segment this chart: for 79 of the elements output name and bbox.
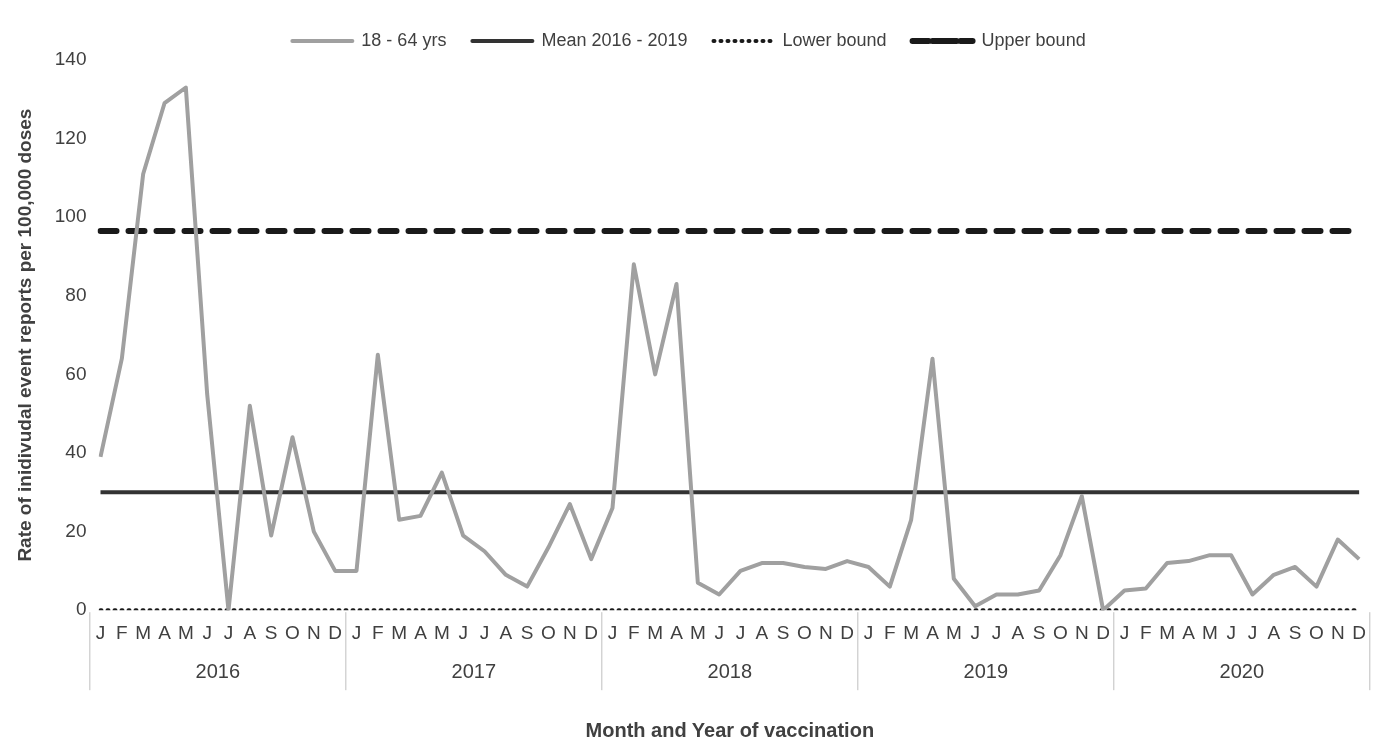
y-tick-label: 60 bbox=[65, 362, 87, 384]
y-tick-label: 20 bbox=[65, 519, 87, 541]
legend-label: 18 - 64 yrs bbox=[361, 29, 447, 50]
x-tick-label: N bbox=[306, 621, 321, 643]
x-tick-label: A bbox=[1011, 621, 1025, 643]
x-tick-label: S bbox=[1032, 621, 1046, 643]
x-tick-label: O bbox=[541, 621, 556, 643]
x-tick-label: J bbox=[991, 621, 1002, 643]
x-tick-label: A bbox=[243, 621, 257, 643]
y-tick-label: 80 bbox=[65, 284, 87, 306]
x-tick-label: S bbox=[1288, 621, 1302, 643]
x-tick-label: O bbox=[797, 621, 812, 643]
text: 2019 bbox=[963, 659, 1009, 682]
y-tick-label: 140 bbox=[54, 48, 87, 70]
x-tick-label: J bbox=[607, 621, 618, 643]
x-tick-label: J bbox=[1119, 621, 1130, 643]
x-tick-label: A bbox=[926, 621, 940, 643]
x-tick-label: N bbox=[562, 621, 577, 643]
x-tick-label: M bbox=[391, 621, 408, 643]
x-tick-label: M bbox=[689, 621, 706, 643]
x-tick-label: J bbox=[479, 621, 490, 643]
legend-label: Lower bound bbox=[782, 29, 887, 50]
x-tick-label: A bbox=[1267, 621, 1281, 643]
text: 2018 bbox=[707, 659, 753, 682]
x-tick-label: N bbox=[1074, 621, 1089, 643]
x-tick-label: J bbox=[223, 621, 234, 643]
x-tick-label: M bbox=[177, 621, 194, 643]
y-tick-label: 100 bbox=[54, 205, 87, 227]
x-tick-label: S bbox=[264, 621, 278, 643]
x-tick-label: O bbox=[285, 621, 300, 643]
x-tick-label: M bbox=[903, 621, 920, 643]
x-tick-label: F bbox=[1140, 621, 1152, 643]
x-tick-label: J bbox=[1226, 621, 1236, 643]
x-tick-label: J bbox=[458, 621, 468, 643]
x-tick-label: F bbox=[628, 621, 640, 643]
x-tick-label: J bbox=[735, 621, 746, 643]
x-tick-label: M bbox=[433, 621, 450, 643]
x-tick-label: D bbox=[584, 621, 599, 643]
x-tick-label: A bbox=[1182, 621, 1196, 643]
x-tick-label: O bbox=[1309, 621, 1324, 643]
x-tick-label: A bbox=[499, 621, 513, 643]
x-axis-title: Month and Year of vaccination bbox=[585, 718, 875, 741]
x-tick-label: J bbox=[863, 621, 874, 643]
x-tick-label: D bbox=[1096, 621, 1111, 643]
legend-label: Upper bound bbox=[981, 29, 1086, 50]
y-axis-title: Rate of inidivudal event reports per 100,000 doses bbox=[13, 108, 35, 562]
x-tick-label: A bbox=[158, 621, 172, 643]
x-tick-label: S bbox=[776, 621, 790, 643]
y-tick-label: 40 bbox=[65, 441, 87, 463]
text: 2017 bbox=[451, 659, 497, 682]
x-tick-label: M bbox=[945, 621, 962, 643]
x-tick-label: J bbox=[714, 621, 724, 643]
y-tick-label: 120 bbox=[54, 126, 87, 148]
x-tick-label: D bbox=[1352, 621, 1367, 643]
x-tick-label: J bbox=[351, 621, 362, 643]
x-tick-label: F bbox=[116, 621, 128, 643]
text: 2020 bbox=[1219, 659, 1265, 682]
x-tick-label: J bbox=[95, 621, 106, 643]
x-tick-label: J bbox=[970, 621, 980, 643]
x-tick-label: A bbox=[414, 621, 428, 643]
x-tick-label: N bbox=[1330, 621, 1345, 643]
x-tick-label: J bbox=[1247, 621, 1258, 643]
x-tick-label: M bbox=[1201, 621, 1218, 643]
x-tick-label: S bbox=[520, 621, 534, 643]
x-tick-label: D bbox=[840, 621, 855, 643]
x-tick-label: A bbox=[670, 621, 684, 643]
x-tick-label: M bbox=[135, 621, 152, 643]
legend-label: Mean 2016 - 2019 bbox=[541, 29, 688, 50]
x-tick-label: O bbox=[1053, 621, 1068, 643]
x-tick-label: F bbox=[372, 621, 384, 643]
x-tick-label: A bbox=[755, 621, 769, 643]
text: 2016 bbox=[195, 659, 241, 682]
x-tick-label: M bbox=[1159, 621, 1176, 643]
x-tick-label: D bbox=[328, 621, 343, 643]
x-tick-label: M bbox=[647, 621, 664, 643]
y-tick-label: 0 bbox=[75, 598, 87, 620]
x-tick-label: N bbox=[818, 621, 833, 643]
x-tick-label: F bbox=[884, 621, 896, 643]
x-tick-label: J bbox=[202, 621, 212, 643]
